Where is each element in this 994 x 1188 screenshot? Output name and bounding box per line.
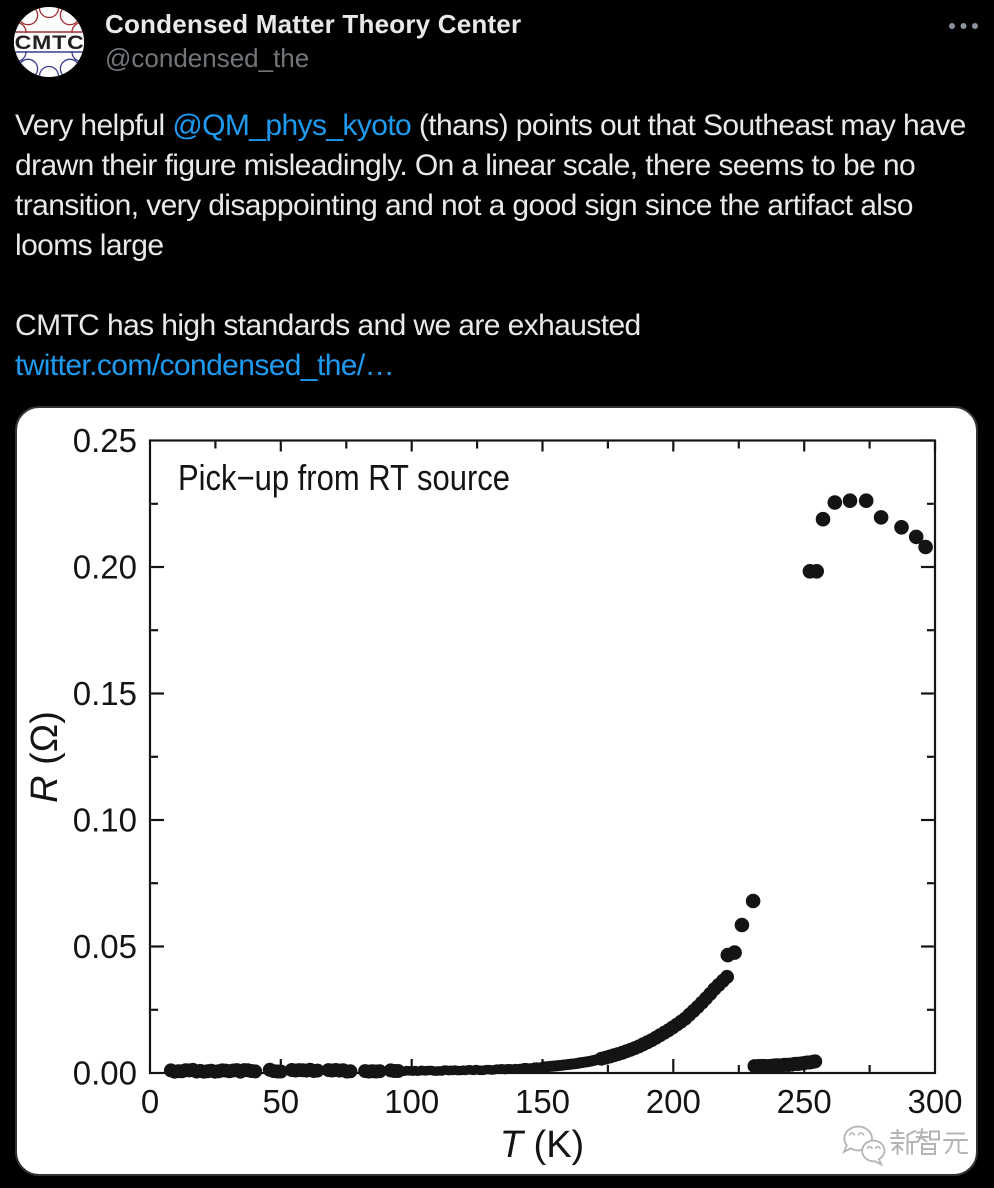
svg-text:0.25: 0.25 — [73, 422, 137, 459]
svg-text:200: 200 — [646, 1083, 701, 1120]
svg-text:250: 250 — [777, 1083, 832, 1120]
svg-text:0.15: 0.15 — [73, 675, 137, 712]
svg-text:0.00: 0.00 — [73, 1055, 137, 1092]
svg-text:0.20: 0.20 — [73, 549, 137, 586]
svg-text:100: 100 — [384, 1083, 439, 1120]
svg-text:Pick−up from RT source: Pick−up from RT source — [178, 457, 510, 498]
svg-text:0.05: 0.05 — [73, 928, 137, 965]
svg-text:0: 0 — [141, 1083, 159, 1120]
svg-text:50: 50 — [262, 1083, 299, 1120]
svg-text:0.10: 0.10 — [73, 802, 137, 839]
svg-text:300: 300 — [907, 1083, 962, 1120]
svg-text:R (Ω): R (Ω) — [24, 711, 66, 803]
svg-text:150: 150 — [515, 1083, 570, 1120]
svg-text:CMTC: CMTC — [15, 33, 84, 54]
svg-text:T (K): T (K) — [500, 1124, 584, 1166]
